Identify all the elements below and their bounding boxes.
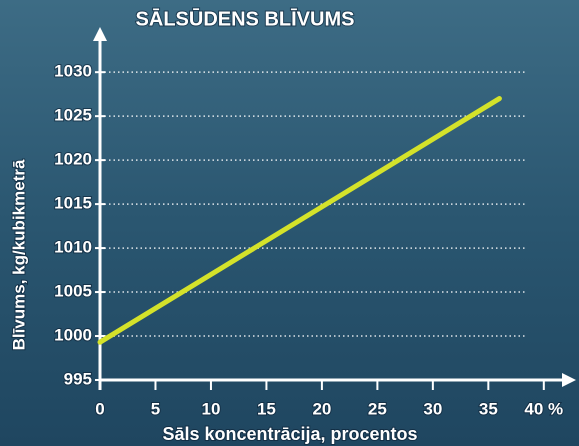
y-tick-label: 1010 [54,238,92,257]
y-tick-label: 1005 [54,282,92,301]
y-tick-label: 1025 [54,106,92,125]
x-tick-label: 35 [479,399,498,418]
x-axis-label: Sāls koncentrācija, procentos [162,424,417,444]
y-tick-label: 1020 [54,150,92,169]
x-tick-label: 15 [257,399,276,418]
y-tick-label: 1030 [54,62,92,81]
y-axis-label: Blīvums, kg/kubikmetrā [9,159,28,350]
y-tick-label: 995 [64,369,92,388]
chart-title: SĀLSŪDENS BLĪVUMS [136,8,355,30]
x-tick-label: 10 [201,399,220,418]
y-tick-label: 1015 [54,194,92,213]
x-tick-label: 30 [423,399,442,418]
y-axis-arrow [93,27,107,41]
x-tick-label: 25 [368,399,387,418]
x-axis-arrow [562,373,576,387]
x-tick-label: 40 % [524,399,563,418]
y-tick-label: 1000 [54,326,92,345]
data-line [97,96,502,345]
x-tick-label: 0 [95,399,104,418]
x-tick-label: 5 [151,399,160,418]
x-tick-label: 20 [312,399,331,418]
